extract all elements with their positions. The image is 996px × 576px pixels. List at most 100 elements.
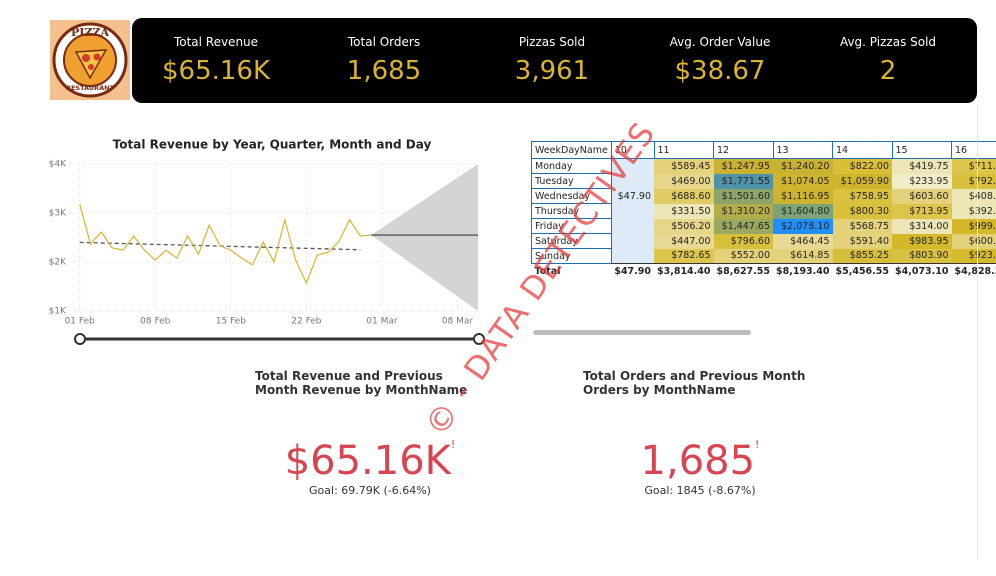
cell: $1,116.95 [773,188,833,204]
kpi-bar: Total Revenue $65.16K Total Orders 1,685 Piz… [132,18,977,103]
gauge-title: Total Revenue and Previous Month Revenue… [255,369,468,397]
cell: $447.00 [654,233,714,249]
row-header: Sunday [531,248,612,264]
cell: $47.90 [611,188,654,204]
total-cell: $8,627.55 [713,263,773,278]
slider-handle[interactable] [473,333,485,345]
total-cell: Total [531,263,612,278]
cell: $983.95 [892,233,952,249]
y-tick-label: $2K [49,258,67,268]
gauge-value: $65.16K! [250,438,490,484]
cell [611,218,654,234]
cell: $1,447.65 [713,218,773,234]
matrix-row: Tuesday $469.00 $1,771.55 $1,074.05 $1,059.9… [531,173,996,189]
x-tick-label: 01 Mar [366,317,398,327]
cell: $1,771.55 [713,173,773,189]
x-tick-label: 22 Feb [291,317,322,327]
header-row: WeekDayName 10 11 12 13 14 15 16 [531,141,996,159]
cell: $1,310.20 [713,203,773,219]
row-header: Monday [531,158,612,174]
slider-handle[interactable] [74,333,86,345]
kpi-label: Total Revenue [173,35,259,49]
kpi-value: 2 [879,56,897,86]
matrix: WeekDayName 10 11 12 13 14 15 16 Monday $589.45 $1… [531,141,996,278]
cell: $1,240.20 [773,158,833,174]
matrix-row: Sunday $782.65 $552.00 $614.85 $855.25 $803.9… [531,248,996,264]
row-header: Friday [531,218,612,234]
scrollbar[interactable] [533,330,751,335]
cell: $568.75 [832,218,892,234]
logo-bottom: RESTAURANT [66,84,115,92]
x-tick-label: 08 Mar [442,317,474,327]
cell: $711.75 [951,158,996,174]
chart-title: Total Revenue by Year, Quarter, Month an… [113,138,432,152]
kpi-label: Pizzas Sold [518,35,586,49]
line-chart: Total Revenue by Year, Quarter, Month an… [49,138,485,345]
cell: $589.45 [654,158,714,174]
total-cell: $47.90 [611,263,654,278]
cell: $419.75 [892,158,952,174]
row-header: Wednesday [531,188,612,204]
total-cell: $8,193.40 [773,263,833,278]
column-header: 15 [891,141,952,159]
kpi-label: Total Orders [347,35,421,49]
column-header: WeekDayName [531,141,612,159]
x-tick-label: 15 Feb [216,317,247,327]
divider [977,105,978,560]
y-tick-label: $4K [49,160,67,170]
total-cell: $3,814.40 [654,263,714,278]
cell [611,158,654,174]
cell: $713.95 [892,203,952,219]
total-cell: $5,456.55 [832,263,892,278]
gauge-value: 1,685! [580,438,820,484]
cell: $1,501.60 [713,188,773,204]
gauge-title: Total Orders and Previous Month Orders b… [583,369,806,397]
column-header: 12 [713,141,774,159]
column-header: 14 [832,141,893,159]
gauge-number: $65.16K [284,438,451,484]
cell: $392.00 [951,203,996,219]
row-header: Thursday [531,203,612,219]
gauge-indicator: ! [755,438,760,451]
cell: $792.35 [951,173,996,189]
gauge-goal: Goal: 69.79K (-6.64%) [309,484,431,497]
column-header: 13 [772,141,833,159]
cell: $1,074.05 [773,173,833,189]
logo-badge: PIZZA RESTAURANT [52,22,128,98]
cell: $758.95 [832,188,892,204]
cell: $822.00 [832,158,892,174]
cell: $331.50 [654,203,714,219]
cell: $1,247.95 [713,158,773,174]
cell: $464.45 [773,233,833,249]
cell: $923.25 [951,248,996,264]
column-header: 11 [653,141,714,159]
y-tick-label: $3K [49,209,67,219]
cell: $1,604.80 [773,203,833,219]
kpi-value: 1,685 [346,56,422,86]
total-cell: $4,828.30 [951,263,996,278]
kpi-value: 3,961 [514,56,590,86]
cell: $600.85 [951,233,996,249]
kpi-value: $38.67 [674,56,766,86]
gauge-number: 1,685 [640,438,756,484]
gauge-goal: Goal: 1845 (-8.67%) [644,484,756,497]
logo-top: PIZZA [71,26,109,39]
cell: $688.60 [654,188,714,204]
cell: $782.65 [654,248,714,264]
cell [611,248,654,264]
cell [611,233,654,249]
cell: $800.30 [832,203,892,219]
cell: $614.85 [773,248,833,264]
cell [611,173,654,189]
matrix-row: Wednesday $47.90 $688.60 $1,501.60 $1,116.95… [531,188,996,204]
y-tick-label: $1K [49,307,67,317]
cell: $506.20 [654,218,714,234]
column-header: 16 [951,141,996,159]
matrix-row: Monday $589.45 $1,247.95 $1,240.20 $822.00 $4… [531,158,996,174]
x-tick-label: 08 Feb [140,317,171,327]
revenue-line [79,204,372,285]
x-tick-label: 01 Feb [65,317,96,327]
cell: $603.60 [892,188,952,204]
logo: PIZZA RESTAURANT [50,20,130,100]
cell: $855.25 [832,248,892,264]
